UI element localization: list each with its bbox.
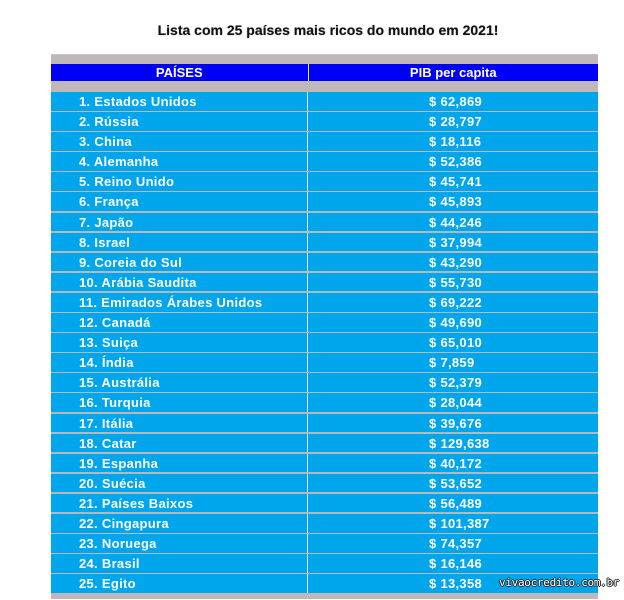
table-row: 1. Estados Unidos $ 62,869: [51, 92, 598, 111]
table-row: 5. Reino Unido $ 45,741: [51, 172, 598, 191]
table-row: 11. Emirados Árabes Unidos $ 69,222: [51, 292, 598, 312]
gdp-cell: $ 45,893: [429, 194, 483, 210]
country-cell: 9. Coreia do Sul: [51, 252, 308, 272]
country-cell: 4. Alemanha: [51, 152, 308, 171]
country-cell: 2. Rússia: [51, 112, 308, 131]
table-row: 15. Austrália $ 52,379: [51, 373, 598, 392]
gdp-cell: $ 44,246: [429, 214, 483, 230]
gdp-cell: $ 40,172: [429, 455, 483, 471]
table-row: 9. Coreia do Sul $ 43,290: [51, 252, 598, 272]
gdp-cell: $ 53,652: [429, 475, 483, 491]
country-cell: 25. Egito: [51, 574, 308, 593]
table-row: 18. Catar $ 129,638: [51, 433, 598, 453]
table-row: 10. Arábia Saudita $ 55,730: [51, 272, 598, 292]
country-cell: 6. França: [51, 192, 308, 212]
table-row: 13. Suiça $ 65,010: [51, 333, 598, 352]
gdp-cell: $ 55,730: [429, 274, 483, 290]
gdp-cell: $ 129,638: [429, 435, 490, 451]
table-header: PAÍSES PIB per capita: [51, 64, 598, 81]
gdp-table: PAÍSES PIB per capita 1. Estados Unidos $…: [51, 54, 598, 600]
table-row: 7. Japão $ 44,246: [51, 212, 598, 232]
country-cell: 3. China: [51, 132, 308, 151]
country-cell: 23. Noruega: [51, 534, 308, 553]
table-row: 19. Espanha $ 40,172: [51, 453, 598, 473]
gdp-cell: $ 28,797: [429, 114, 483, 130]
country-cell: 20. Suécia: [51, 473, 308, 493]
gdp-cell: $ 56,489: [429, 495, 483, 511]
country-cell: 12. Canadá: [51, 313, 308, 332]
gdp-cell: $ 65,010: [429, 335, 483, 351]
gdp-cell: $ 45,741: [429, 174, 483, 190]
gdp-cell: $ 62,869: [429, 94, 483, 109]
country-cell: 5. Reino Unido: [51, 172, 308, 191]
country-cell: 13. Suiça: [51, 333, 308, 352]
table-row: 24. Brasil $ 16,146: [51, 554, 598, 573]
table-row: 2. Rússia $ 28,797: [51, 112, 598, 131]
gdp-cell: $ 16,146: [429, 556, 483, 572]
country-cell: 8. Israel: [51, 232, 308, 252]
country-cell: 17. Itália: [51, 413, 308, 433]
country-cell: 1. Estados Unidos: [51, 92, 308, 111]
table-row: 4. Alemanha $ 52,386: [51, 152, 598, 171]
header-countries: PAÍSES: [51, 64, 309, 81]
country-cell: 16. Turquia: [51, 393, 308, 412]
watermark: vivaocredito.com.br: [499, 576, 620, 589]
gdp-cell: $ 43,290: [429, 254, 483, 270]
gdp-cell: $ 13,358: [429, 576, 483, 592]
gdp-cell: $ 52,386: [429, 154, 483, 170]
table-row: 21. Países Baixos $ 56,489: [51, 493, 598, 513]
country-cell: 24. Brasil: [51, 554, 308, 573]
country-cell: 18. Catar: [51, 433, 308, 453]
country-cell: 14. Índia: [51, 353, 308, 372]
table-bottom-band: [51, 594, 598, 600]
table-row: 8. Israel $ 37,994: [51, 232, 598, 252]
table-row: 6. França $ 45,893: [51, 192, 598, 212]
gdp-cell: $ 28,044: [429, 395, 483, 411]
gdp-cell: $ 39,676: [429, 415, 483, 431]
country-cell: 15. Austrália: [51, 373, 308, 392]
table-row: 25. Egito $ 13,358: [51, 574, 598, 593]
country-cell: 11. Emirados Árabes Unidos: [51, 292, 308, 312]
gdp-cell: $ 7,859: [429, 355, 475, 371]
table-row: 12. Canadá $ 49,690: [51, 313, 598, 332]
table-row: 20. Suécia $ 53,652: [51, 473, 598, 493]
country-cell: 22. Cingapura: [51, 513, 308, 533]
header-gdp-per-capita: PIB per capita: [409, 65, 497, 80]
table-row: 23. Noruega $ 74,357: [51, 534, 598, 553]
table-header-spacer: [51, 81, 598, 92]
gdp-cell: $ 52,379: [429, 375, 483, 391]
table-row: 22. Cingapura $ 101,387: [51, 513, 598, 533]
country-cell: 10. Arábia Saudita: [51, 272, 308, 292]
gdp-cell: $ 74,357: [429, 536, 483, 552]
table-body: 1. Estados Unidos $ 62,869 2. Rússia $ 28,…: [51, 92, 598, 593]
gdp-cell: $ 18,116: [429, 134, 482, 150]
table-row: 14. Índia $ 7,859: [51, 353, 598, 372]
gdp-cell: $ 101,387: [429, 515, 490, 531]
country-cell: 19. Espanha: [51, 453, 308, 473]
table-top-band: [51, 54, 598, 64]
gdp-cell: $ 37,994: [429, 234, 483, 250]
country-cell: 7. Japão: [51, 212, 308, 232]
gdp-cell: $ 69,222: [429, 294, 483, 310]
table-row: 16. Turquia $ 28,044: [51, 393, 598, 412]
gdp-cell: $ 49,690: [429, 315, 483, 331]
table-row: 3. China $ 18,116: [51, 132, 598, 151]
country-cell: 21. Países Baixos: [51, 493, 308, 513]
table-row: 17. Itália $ 39,676: [51, 413, 598, 433]
page-title: Lista com 25 países mais ricos do mundo …: [157, 22, 499, 38]
